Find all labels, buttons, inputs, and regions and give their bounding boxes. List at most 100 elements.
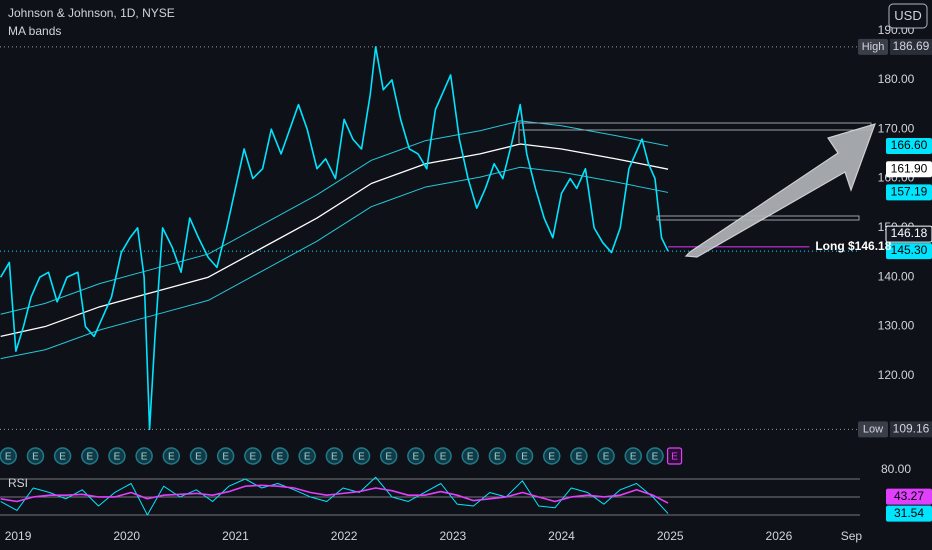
low-label-box [890, 421, 932, 438]
y-tick-label: 80.00 [881, 462, 911, 476]
earnings-label: E [494, 452, 501, 463]
price-label: 157.19 [891, 185, 928, 199]
earnings-label: E [114, 452, 121, 463]
y-tick-label: 140.00 [878, 269, 915, 283]
earnings-marker [542, 447, 561, 465]
earnings-label: E [304, 452, 311, 463]
high-label-box [890, 38, 932, 55]
earnings-label: E [576, 452, 583, 463]
earnings-marker [352, 447, 371, 465]
earnings-marker [162, 447, 181, 465]
earnings-label: E [59, 452, 66, 463]
earnings-label: E [603, 452, 610, 463]
x-tick-label: 2023 [439, 529, 466, 543]
high-tag-text: High [862, 41, 885, 53]
earnings-upcoming [666, 447, 683, 465]
x-tick-label: 2022 [331, 529, 358, 543]
earnings-label: E [413, 452, 420, 463]
earnings-label: E [521, 452, 528, 463]
earnings-label: E [630, 452, 637, 463]
earnings-marker [488, 447, 507, 465]
earnings-label: E [32, 452, 39, 463]
x-tick-label: 2025 [657, 529, 684, 543]
earnings-marker [81, 447, 99, 465]
earnings-label: E [358, 452, 365, 463]
currency-label[interactable]: USD [894, 8, 921, 23]
earnings-label: E [548, 452, 555, 463]
earnings-label: E [86, 452, 93, 463]
earnings-label: E [440, 452, 447, 463]
earnings-label: E [141, 452, 148, 463]
earnings-marker [189, 447, 208, 465]
y-tick-label: 120.00 [878, 368, 915, 382]
earnings-label: E [331, 452, 338, 463]
earnings-marker [108, 447, 126, 465]
price-label-box [886, 505, 932, 522]
earnings-marker [53, 447, 72, 465]
chart-title: Johnson & Johnson, 1D, NYSE [8, 6, 175, 20]
target-arrow [684, 123, 876, 258]
earnings-label: E [652, 452, 659, 463]
earnings-marker [407, 447, 425, 465]
price-label: 161.90 [891, 161, 928, 175]
y-tick-label: 180.00 [878, 72, 915, 86]
x-tick-label: 2024 [548, 529, 575, 543]
earnings-marker [379, 447, 398, 465]
currency-button-frame[interactable] [888, 3, 928, 29]
series-line [0, 484, 669, 504]
price-label-box [886, 138, 932, 155]
rsi-title: RSI [8, 476, 28, 490]
earnings-marker [434, 447, 452, 465]
price-label: 145.30 [891, 243, 928, 257]
price-label: 43.27 [894, 489, 924, 503]
earnings-marker [461, 447, 479, 465]
currency-button[interactable]: USD [888, 3, 928, 29]
earnings-marker [646, 447, 664, 465]
earnings-label: E [195, 452, 202, 463]
x-tick-label: Sep [841, 529, 863, 543]
earnings-marker [325, 447, 344, 465]
price-label-box [885, 225, 932, 243]
price-axis: 190.00180.00170.00160.00150.00140.00130.… [858, 23, 932, 522]
earnings-marker [570, 447, 588, 465]
series-line [0, 46, 669, 431]
price-label-box [886, 488, 932, 505]
price-label: 31.54 [894, 506, 924, 520]
price-label-box [886, 161, 932, 178]
high-label: 186.69 [893, 39, 930, 53]
y-tick-label: 170.00 [878, 121, 915, 135]
earnings-label: E [385, 452, 392, 463]
price-label: 146.18 [891, 226, 928, 240]
earnings-marker [624, 447, 643, 465]
earnings-marker [597, 447, 615, 465]
earnings-marker [0, 447, 18, 465]
position-label: Long $146.18 [815, 239, 891, 253]
earnings-marker [271, 447, 289, 465]
x-tick-label: 2020 [113, 529, 140, 543]
earnings-label: E [467, 452, 474, 463]
low-tag-text: Low [863, 423, 883, 435]
price-label: 166.60 [891, 138, 928, 152]
earnings-label: E [168, 452, 175, 463]
earnings-label: E [5, 452, 12, 463]
x-tick-label: 2019 [5, 529, 32, 543]
price-pane [0, 46, 860, 431]
earnings-label: E [222, 452, 229, 463]
earnings-marker [135, 447, 153, 465]
price-label-box [886, 243, 932, 260]
earnings-label: E [249, 452, 256, 463]
earnings-upcoming-label: E [671, 452, 678, 463]
series-line [0, 166, 669, 360]
high-tag [858, 38, 888, 55]
earnings-marker [515, 447, 534, 465]
x-tick-label: 2021 [222, 529, 249, 543]
series-line [0, 120, 669, 315]
rsi-pane [0, 476, 860, 516]
earnings-marker [244, 447, 262, 465]
earnings-label: E [277, 452, 284, 463]
y-tick-label: 130.00 [878, 319, 915, 333]
low-tag [858, 421, 888, 438]
drawings [518, 122, 876, 258]
